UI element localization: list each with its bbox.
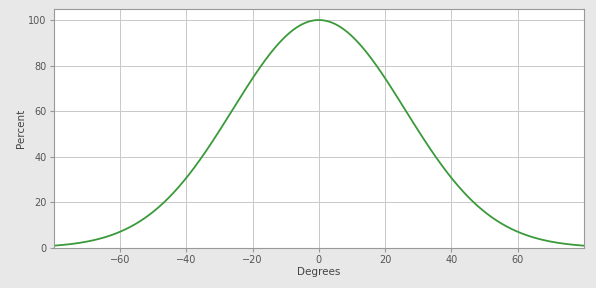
- X-axis label: Degrees: Degrees: [297, 267, 340, 277]
- Y-axis label: Percent: Percent: [15, 109, 26, 148]
